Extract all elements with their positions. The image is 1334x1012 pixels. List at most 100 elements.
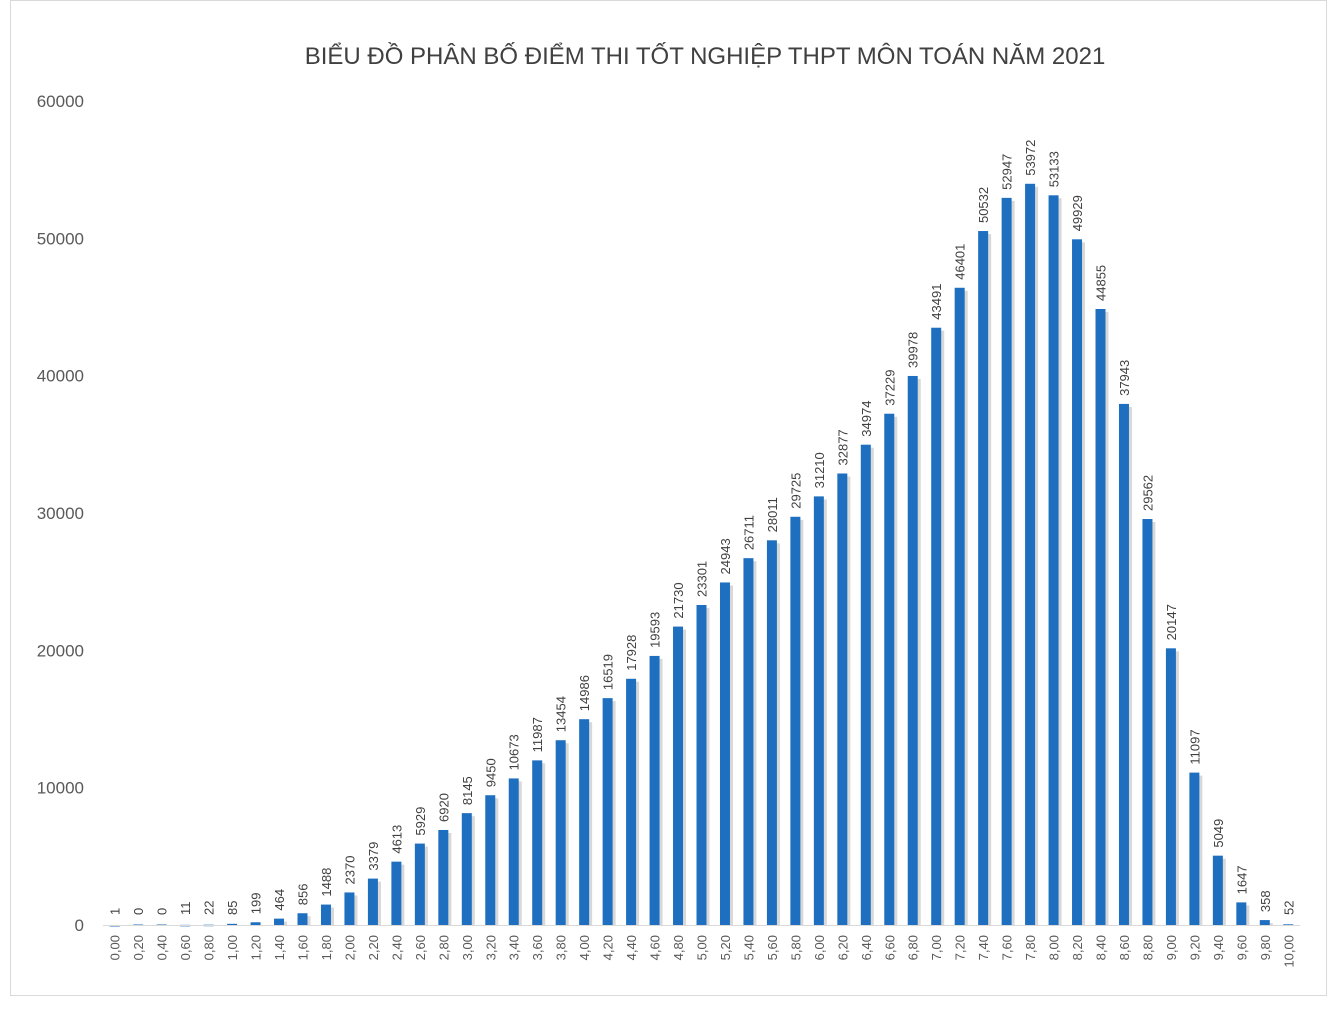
x-tick-label: 7,80: [1023, 935, 1038, 960]
bar: [884, 413, 895, 925]
bar: [1212, 855, 1223, 925]
bar: [931, 327, 942, 925]
x-tick-label: 1,40: [272, 935, 287, 960]
data-label: 11: [178, 902, 193, 916]
x-tick-label: 8,60: [1117, 935, 1132, 960]
y-tick-label: 20000: [37, 641, 84, 660]
bar: [250, 922, 261, 925]
x-tick-label: 1,80: [319, 935, 334, 960]
x-tick-label: 9,40: [1211, 935, 1226, 960]
bar: [367, 878, 378, 925]
data-label: 464: [272, 889, 287, 911]
data-label: 856: [296, 884, 311, 906]
x-tick-label: 8,40: [1094, 935, 1109, 960]
x-tick-label: 0,20: [131, 935, 146, 960]
bar: [860, 444, 871, 925]
data-label: 6920: [436, 793, 451, 822]
bar: [673, 626, 684, 925]
x-tick-label: 1,00: [225, 935, 240, 960]
bar: [813, 496, 824, 925]
data-label: 13454: [554, 696, 569, 732]
data-label: 26711: [741, 515, 756, 550]
x-tick-label: 9,20: [1187, 935, 1202, 960]
bar: [344, 892, 355, 925]
data-label: 53972: [1023, 140, 1038, 176]
bar: [227, 923, 238, 926]
bar: [1189, 772, 1200, 925]
bar: [414, 843, 425, 925]
x-tick-label: 3,00: [460, 935, 475, 960]
x-tick-label: 0,80: [202, 935, 217, 960]
bar: [743, 558, 754, 925]
data-label: 8145: [460, 776, 475, 805]
bar: [1259, 920, 1270, 925]
x-tick-label: 8,00: [1047, 935, 1062, 960]
chart-title: BIỂU ĐỒ PHÂN BỐ ĐIỂM THI TỐT NGHIỆP THPT…: [305, 42, 1106, 70]
data-label: 24943: [718, 538, 733, 574]
data-label: 49929: [1070, 195, 1085, 231]
data-label: 1: [108, 908, 123, 915]
data-label: 11097: [1187, 729, 1202, 764]
x-tick-label: 4,40: [624, 935, 639, 960]
y-tick-label: 40000: [37, 367, 84, 386]
data-label: 39978: [906, 332, 921, 368]
x-tick-label: 2,00: [342, 935, 357, 960]
x-tick-label: 5,00: [695, 935, 710, 960]
x-tick-label: 7,40: [976, 935, 991, 960]
bar: [907, 375, 918, 925]
x-tick-label: 6,00: [812, 935, 827, 960]
x-tick-label: 6,60: [882, 935, 897, 960]
bar: [485, 795, 496, 925]
bar: [696, 604, 707, 925]
bar: [1095, 308, 1106, 925]
x-tick-label: 3,20: [483, 935, 498, 960]
x-tick-label: 5,20: [718, 935, 733, 960]
data-label: 5929: [413, 807, 428, 836]
bar: [508, 778, 519, 925]
bar: [156, 924, 167, 925]
bar: [766, 540, 777, 925]
data-label: 2370: [342, 856, 357, 885]
data-label: 46401: [953, 244, 968, 280]
data-label: 52947: [1000, 154, 1015, 190]
bars: [109, 183, 1294, 927]
x-tick-label: 9,80: [1258, 935, 1273, 960]
bar: [626, 678, 637, 925]
bar: [1236, 902, 1247, 925]
data-label: 20147: [1164, 604, 1179, 640]
data-label: 358: [1258, 890, 1273, 912]
bar: [320, 904, 331, 925]
data-label: 29562: [1140, 475, 1155, 511]
bar: [790, 516, 801, 925]
x-tick-label: 2,60: [413, 935, 428, 960]
data-label: 29725: [788, 473, 803, 509]
y-axis: 0 10000 20000 30000 40000 50000 60000: [37, 92, 84, 935]
x-tick-label: 5,80: [788, 935, 803, 960]
y-tick-label: 30000: [37, 504, 84, 523]
data-label: 52: [1281, 901, 1296, 915]
x-tick-label: 4,20: [601, 935, 616, 960]
data-label: 31210: [812, 452, 827, 488]
bar: [719, 582, 730, 925]
data-label: 19593: [648, 612, 663, 648]
data-label: 5049: [1211, 819, 1226, 848]
x-tick-label: 9,00: [1164, 935, 1179, 960]
data-label: 0: [131, 908, 146, 915]
bar: [274, 918, 285, 925]
bar: [133, 924, 144, 925]
bar: [1025, 183, 1036, 925]
x-tick-label: 7,20: [953, 935, 968, 960]
x-tick-label: 8,80: [1140, 935, 1155, 960]
data-label: 32877: [835, 429, 850, 465]
y-tick-label: 60000: [37, 92, 84, 111]
x-tick-label: 6,80: [906, 935, 921, 960]
y-tick-label: 0: [75, 916, 84, 935]
data-labels: 1 0 0 11 22 85 199 464 856 1488 2370 3379 4613 5929 69…: [108, 140, 1297, 915]
bar: [1118, 403, 1129, 925]
y-tick-label: 10000: [37, 779, 84, 798]
x-tick-label: 0,00: [108, 935, 123, 960]
data-label: 53133: [1047, 151, 1062, 187]
x-tick-label: 7,00: [929, 935, 944, 960]
x-tick-label: 3,60: [530, 935, 545, 960]
